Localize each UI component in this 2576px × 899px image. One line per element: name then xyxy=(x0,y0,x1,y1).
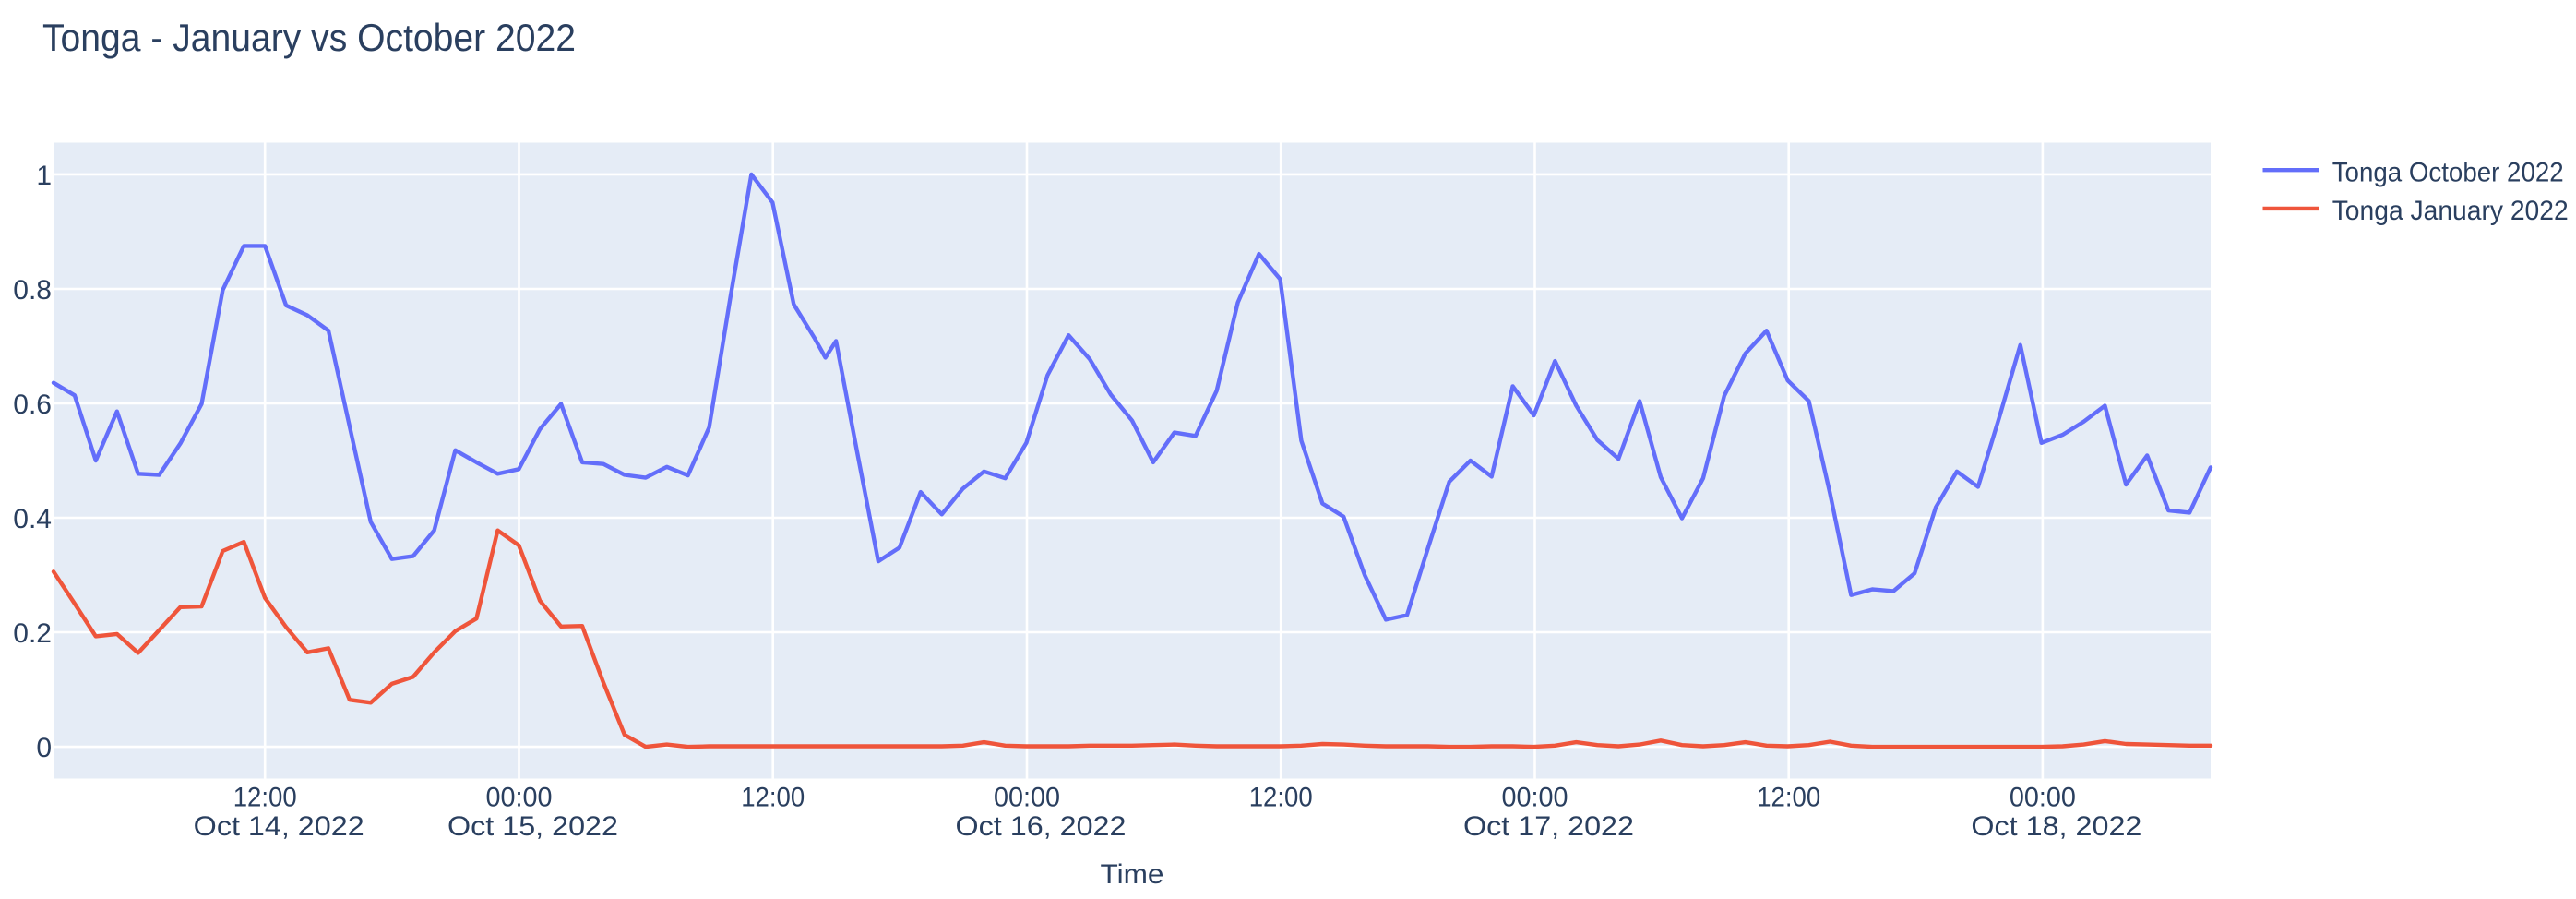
svg-text:Tonga - January vs October 202: Tonga - January vs October 2022 xyxy=(42,16,576,59)
svg-text:0.6: 0.6 xyxy=(13,390,52,420)
svg-text:12:00: 12:00 xyxy=(741,783,805,813)
svg-text:Tonga October 2022: Tonga October 2022 xyxy=(2332,157,2564,187)
svg-text:1: 1 xyxy=(36,161,52,191)
svg-text:00:00: 00:00 xyxy=(994,783,1060,813)
svg-text:Time: Time xyxy=(1101,859,1164,890)
svg-text:0.2: 0.2 xyxy=(13,618,52,649)
svg-text:Oct 17, 2022: Oct 17, 2022 xyxy=(1463,811,1634,842)
svg-text:00:00: 00:00 xyxy=(1502,783,1568,813)
svg-text:0.4: 0.4 xyxy=(13,504,52,534)
svg-text:12:00: 12:00 xyxy=(233,783,297,813)
svg-text:12:00: 12:00 xyxy=(1757,783,1820,813)
svg-text:Oct 18, 2022: Oct 18, 2022 xyxy=(1971,811,2141,842)
svg-text:Oct 16, 2022: Oct 16, 2022 xyxy=(956,811,1127,842)
svg-text:Oct 15, 2022: Oct 15, 2022 xyxy=(447,811,618,842)
svg-text:Tonga January 2022: Tonga January 2022 xyxy=(2332,196,2569,226)
svg-text:Oct 14, 2022: Oct 14, 2022 xyxy=(194,811,364,842)
svg-text:0: 0 xyxy=(36,733,52,763)
svg-text:00:00: 00:00 xyxy=(2010,783,2076,813)
svg-text:12:00: 12:00 xyxy=(1249,783,1313,813)
svg-text:0.8: 0.8 xyxy=(13,275,52,306)
svg-text:00:00: 00:00 xyxy=(486,783,553,813)
